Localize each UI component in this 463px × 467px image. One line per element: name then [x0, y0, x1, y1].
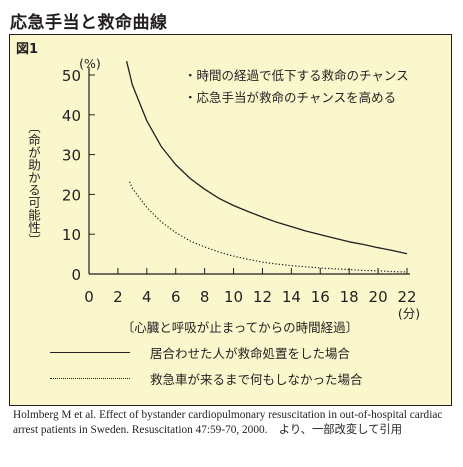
page-title: 応急手当と救命曲線 [10, 13, 168, 33]
y-tick-label: 0 [71, 266, 81, 284]
chart-area: 0 10 20 30 40 50 0 2 4 6 8 10 12 14 16 18 20 22 (%) (分) 〔心臓と… [62, 56, 420, 335]
x-tick-label: 18 [340, 288, 359, 306]
y-axis-unit: (%) [79, 56, 101, 71]
y-tick-label: 10 [62, 226, 81, 244]
series-line-dotted [128, 181, 408, 273]
x-tick-label: 2 [113, 288, 123, 306]
x-tick-label: 4 [142, 288, 152, 306]
legend-label-solid: 居合わせた人が救命処置をした場合 [150, 345, 351, 361]
x-tick-label: 12 [253, 288, 272, 306]
source-citation: Holmberg M et al. Effect of bystander ca… [13, 409, 443, 436]
series-line-solid [125, 60, 408, 255]
x-tick-label: 20 [369, 288, 388, 306]
y-tick-label: 40 [62, 107, 81, 125]
x-tick-label: 14 [282, 288, 301, 306]
legend-swatch-dotted [50, 377, 130, 379]
x-axis-unit: (分) [398, 306, 420, 321]
chart-annotation: ・応急手当が救命のチャンスを高める [184, 90, 396, 105]
x-tick-label: 22 [397, 288, 416, 306]
y-tick-label: 30 [62, 147, 81, 165]
figure-panel: 図1 0 10 20 30 40 50 0 2 4 6 8 10 12 14 16 18 20 22 (%) (分) 〔… [9, 34, 452, 406]
x-tick-label: 6 [171, 288, 181, 306]
legend-item-dotted: 救急車が来るまで何もしなかった場合 [50, 369, 363, 387]
legend-swatch-solid [50, 351, 130, 353]
x-tick-label: 0 [84, 288, 94, 306]
x-axis-label: 〔心臓と呼吸が止まってからの時間経過〕 [122, 320, 358, 335]
x-tick-label: 8 [200, 288, 210, 306]
y-tick-label: 20 [62, 186, 81, 204]
chart-annotation: ・時間の経過で低下する救命のチャンス [184, 68, 409, 83]
x-tick-label: 16 [311, 288, 330, 306]
legend-item-solid: 居合わせた人が救命処置をした場合 [50, 343, 350, 361]
x-tick-label: 10 [224, 288, 243, 306]
legend-label-dotted: 救急車が来るまで何もしなかった場合 [150, 371, 363, 387]
figure-label: 図1 [16, 42, 39, 57]
y-axis-label: 〔命が助かる可能性〕 [26, 121, 41, 246]
y-tick-label: 50 [62, 67, 81, 85]
